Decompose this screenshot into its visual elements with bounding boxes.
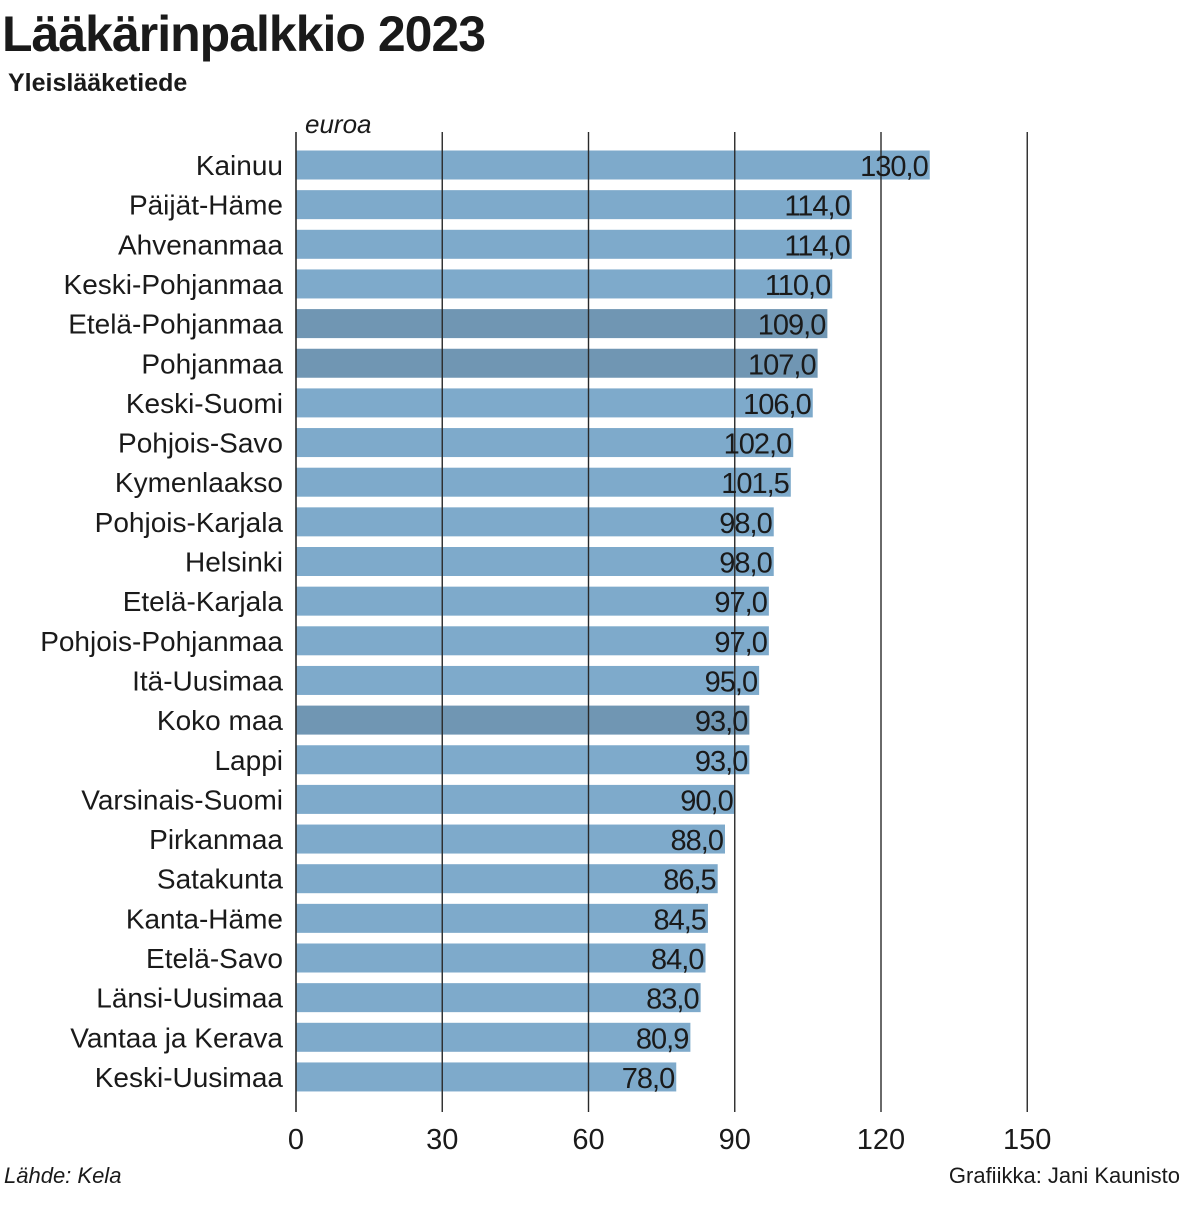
value-label: 95,0 [705, 666, 757, 698]
value-label: 78,0 [622, 1063, 674, 1095]
value-label: 93,0 [695, 746, 747, 778]
value-label: 93,0 [695, 706, 747, 738]
value-label: 97,0 [714, 587, 766, 619]
value-label: 84,0 [651, 944, 703, 976]
value-label: 90,0 [680, 785, 732, 817]
category-label: Keski-Uusimaa [95, 1062, 284, 1093]
bar [296, 348, 818, 378]
value-label: 98,0 [719, 508, 771, 540]
bar [296, 1022, 691, 1052]
bar [296, 507, 774, 537]
category-label: Keski-Suomi [126, 388, 283, 419]
bar [296, 745, 750, 775]
x-tick-label: 150 [1003, 1124, 1051, 1156]
bar [296, 665, 760, 695]
category-label: Kymenlaakso [115, 467, 283, 498]
category-label: Länsi-Uusimaa [96, 983, 283, 1014]
category-label: Ahvenanmaa [118, 229, 283, 260]
value-label: 83,0 [646, 984, 698, 1016]
category-label: Kanta-Häme [126, 903, 283, 934]
category-label: Kainuu [196, 150, 283, 181]
bar [296, 467, 791, 497]
bar [296, 784, 735, 814]
value-label: 80,9 [636, 1023, 688, 1055]
x-tick-label: 30 [426, 1124, 458, 1156]
bar [296, 824, 725, 854]
category-label: Päijät-Häme [129, 190, 283, 221]
category-label: Pirkanmaa [149, 824, 283, 855]
category-label: Etelä-Pohjanmaa [68, 309, 283, 340]
category-label: Lappi [214, 745, 283, 776]
value-label: 102,0 [724, 429, 792, 461]
bar [296, 983, 701, 1013]
x-tick-label: 0 [288, 1124, 304, 1156]
bar [296, 626, 769, 656]
value-label: 98,0 [719, 548, 771, 580]
category-label: Itä-Uusimaa [132, 665, 283, 696]
category-label: Helsinki [185, 547, 283, 578]
unit-label: euroa [305, 109, 372, 139]
value-label: 97,0 [714, 627, 766, 659]
bar [296, 229, 852, 259]
x-tick-label: 120 [857, 1124, 905, 1156]
value-label: 106,0 [743, 389, 811, 421]
category-label: Pohjanmaa [141, 348, 283, 379]
value-label: 110,0 [765, 270, 830, 302]
bar [296, 190, 852, 220]
x-tick-label: 60 [572, 1124, 604, 1156]
x-tick-label: 90 [719, 1124, 751, 1156]
bar [296, 943, 706, 973]
category-label: Koko maa [157, 705, 283, 736]
bar [296, 428, 794, 458]
bar [296, 586, 769, 616]
value-label: 114,0 [784, 191, 849, 223]
chart-subtitle: Yleislääketiede [8, 69, 188, 97]
value-label: 114,0 [784, 230, 849, 262]
bar [296, 1062, 677, 1092]
credit-note: Grafiikka: Jani Kaunisto [948, 1163, 1180, 1188]
category-label: Keski-Pohjanmaa [64, 269, 284, 300]
category-label: Vantaa ja Kerava [70, 1022, 283, 1053]
value-label: 86,5 [663, 865, 715, 897]
value-label: 84,5 [653, 904, 705, 936]
bar [296, 705, 750, 735]
value-label: 88,0 [671, 825, 723, 857]
category-label: Varsinais-Suomi [81, 784, 283, 815]
category-label: Etelä-Savo [146, 943, 283, 974]
bar [296, 864, 718, 894]
chart-title: Lääkärinpalkkio 2023 [2, 6, 486, 62]
category-label: Pohjois-Karjala [95, 507, 284, 538]
bar [296, 269, 833, 299]
value-label: 130,0 [860, 151, 928, 183]
bar [296, 388, 813, 418]
bar [296, 903, 708, 933]
bar [296, 150, 930, 180]
value-label: 109,0 [758, 310, 826, 342]
category-label: Satakunta [157, 864, 284, 895]
value-label: 101,5 [721, 468, 789, 500]
category-label: Pohjois-Pohjanmaa [40, 626, 283, 657]
value-label: 107,0 [748, 349, 816, 381]
source-note: Lähde: Kela [4, 1163, 122, 1188]
category-label: Pohjois-Savo [118, 428, 283, 459]
bar [296, 547, 774, 576]
category-label: Etelä-Karjala [123, 586, 284, 617]
bar [296, 309, 828, 339]
